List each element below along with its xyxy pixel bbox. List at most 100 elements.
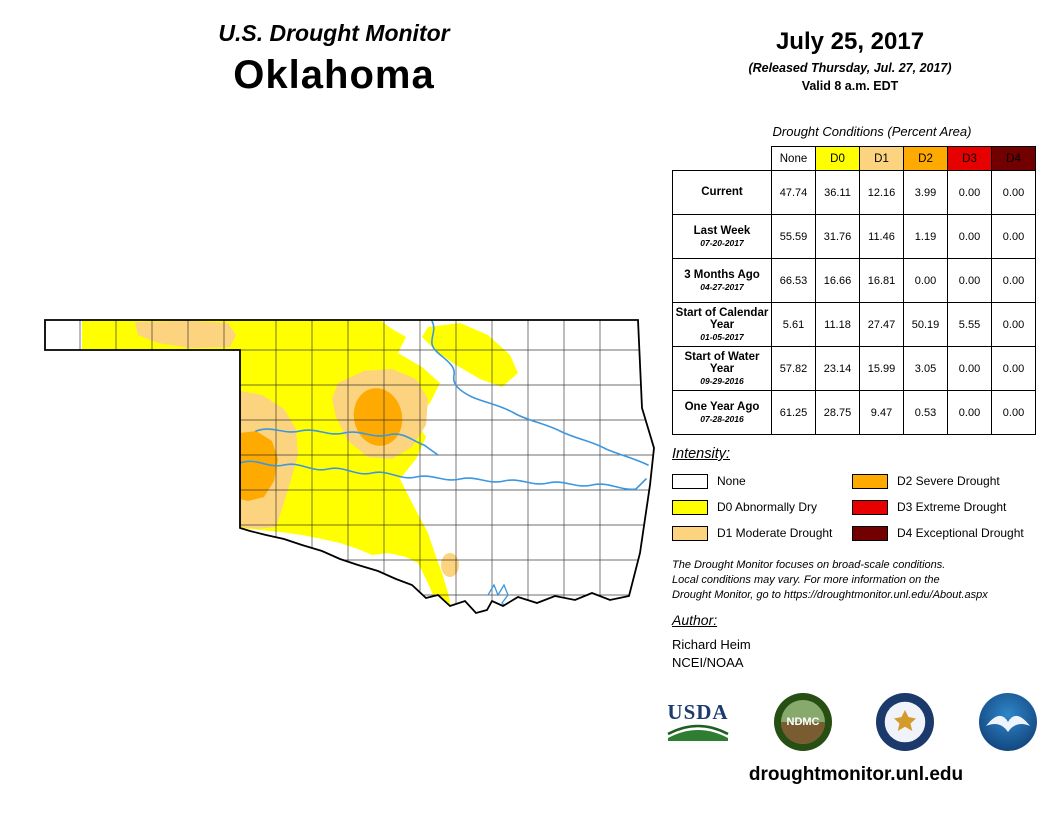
row-label: One Year Ago 07-28-2016 bbox=[672, 390, 772, 435]
table-title: Drought Conditions (Percent Area) bbox=[772, 124, 972, 139]
table-cell: 57.82 bbox=[771, 346, 816, 391]
table-row: One Year Ago 07-28-2016 61.25 28.75 9.47… bbox=[672, 390, 1036, 435]
ndmc-logo-text: NDMC bbox=[786, 716, 819, 728]
river-arkansas bbox=[431, 320, 649, 466]
d0-swatch bbox=[672, 499, 708, 515]
table-cell: 11.18 bbox=[815, 302, 860, 347]
usda-swoosh-icon bbox=[667, 724, 729, 741]
d1-south-spot bbox=[441, 553, 459, 577]
legend-item-d2: D2 Severe Drought bbox=[852, 468, 1024, 494]
d2-swatch bbox=[852, 473, 888, 489]
d1-panhandle-region bbox=[135, 321, 236, 348]
table-cell: 9.47 bbox=[859, 390, 904, 435]
none-swatch bbox=[672, 473, 708, 489]
table-row: Start of Calendar Year 01-05-2017 5.61 1… bbox=[672, 302, 1036, 347]
column-header-d4: D4 bbox=[991, 146, 1036, 171]
table-row: 3 Months Ago 04-27-2017 66.53 16.66 16.8… bbox=[672, 258, 1036, 303]
river-north-canadian bbox=[255, 428, 439, 456]
ndmc-seal-icon: NDMC bbox=[773, 693, 832, 751]
column-header-none: None bbox=[771, 146, 816, 171]
table-cell: 36.11 bbox=[815, 170, 860, 215]
disclaimer-text: The Drought Monitor focuses on broad-sca… bbox=[672, 559, 988, 601]
date-block: July 25, 2017 (Released Thursday, Jul. 2… bbox=[690, 28, 1010, 93]
legend-item-d3: D3 Extreme Drought bbox=[852, 494, 1024, 520]
legend: None D0 Abnormally Dry D1 Moderate Droug… bbox=[672, 468, 1038, 548]
table-cell: 0.00 bbox=[947, 170, 992, 215]
d2-central-region bbox=[353, 388, 403, 446]
author-org: NCEI/NOAA bbox=[672, 655, 744, 670]
noaa-seal-icon bbox=[978, 693, 1037, 751]
table-cell: 16.81 bbox=[859, 258, 904, 303]
table-cell: 31.76 bbox=[815, 214, 860, 259]
row-label: Start of Water Year 09-29-2016 bbox=[672, 346, 772, 391]
table-cell: 0.00 bbox=[991, 390, 1036, 435]
table-cell: 0.00 bbox=[991, 346, 1036, 391]
row-label: Start of Calendar Year 01-05-2017 bbox=[672, 302, 772, 347]
d2-west-region bbox=[240, 431, 278, 501]
table-cell: 0.00 bbox=[947, 258, 992, 303]
release-date: (Released Thursday, Jul. 27, 2017) bbox=[748, 61, 952, 75]
noaa-logo bbox=[978, 692, 1038, 752]
column-header-d1: D1 bbox=[859, 146, 904, 171]
table-cell: 3.05 bbox=[903, 346, 948, 391]
table-cell: 5.61 bbox=[771, 302, 816, 347]
table-cell: 66.53 bbox=[771, 258, 816, 303]
table-row: Current 47.74 36.11 12.16 3.99 0.00 0.00 bbox=[672, 170, 1036, 215]
table-cell: 47.74 bbox=[771, 170, 816, 215]
river-canadian bbox=[239, 460, 647, 491]
table-cell: 55.59 bbox=[771, 214, 816, 259]
commerce-seal-icon bbox=[876, 693, 935, 751]
table-cell: 0.00 bbox=[991, 214, 1036, 259]
d0-northeast-region bbox=[422, 323, 518, 387]
table-cell: 11.46 bbox=[859, 214, 904, 259]
oklahoma-drought-map bbox=[44, 319, 655, 615]
commerce-seal-logo bbox=[875, 692, 935, 752]
table-cell: 0.00 bbox=[991, 170, 1036, 215]
table-cell: 0.53 bbox=[903, 390, 948, 435]
table-cell: 50.19 bbox=[903, 302, 948, 347]
table-header-row: None D0 D1 D2 D3 D4 bbox=[672, 146, 1036, 171]
table-corner-cell bbox=[672, 146, 772, 171]
author-heading: Author: bbox=[672, 612, 718, 628]
column-header-d2: D2 bbox=[903, 146, 948, 171]
table-cell: 12.16 bbox=[859, 170, 904, 215]
table-cell: 1.19 bbox=[903, 214, 948, 259]
usda-logo: USDA bbox=[666, 702, 730, 742]
report-date: July 25, 2017 bbox=[775, 28, 925, 55]
row-label: Last Week 07-20-2017 bbox=[672, 214, 772, 259]
usda-logo-text: USDA bbox=[667, 700, 729, 724]
report-title-block: U.S. Drought Monitor Oklahoma bbox=[118, 20, 550, 98]
table-cell: 3.99 bbox=[903, 170, 948, 215]
ndmc-logo: NDMC bbox=[773, 692, 833, 752]
footer-url: droughtmonitor.unl.edu bbox=[748, 764, 964, 785]
table-cell: 0.00 bbox=[947, 346, 992, 391]
table-row: Last Week 07-20-2017 55.59 31.76 11.46 1… bbox=[672, 214, 1036, 259]
d3-swatch bbox=[852, 499, 888, 515]
valid-time: Valid 8 a.m. EDT bbox=[801, 79, 899, 93]
legend-item-d1: D1 Moderate Drought bbox=[672, 520, 832, 546]
legend-item-d4: D4 Exceptional Drought bbox=[852, 520, 1024, 546]
column-header-d3: D3 bbox=[947, 146, 992, 171]
table-cell: 16.66 bbox=[815, 258, 860, 303]
table-cell: 0.00 bbox=[991, 302, 1036, 347]
drought-conditions-table: None D0 D1 D2 D3 D4 Current 47.74 36.11 … bbox=[672, 146, 1036, 435]
table-cell: 5.55 bbox=[947, 302, 992, 347]
legend-item-none: None bbox=[672, 468, 832, 494]
logo-row: USDA NDMC bbox=[666, 692, 1038, 752]
legend-title: Intensity: bbox=[672, 446, 731, 462]
table-cell: 27.47 bbox=[859, 302, 904, 347]
report-title: U.S. Drought Monitor bbox=[218, 20, 450, 46]
table-cell: 0.00 bbox=[947, 390, 992, 435]
table-cell: 0.00 bbox=[903, 258, 948, 303]
legend-item-d0: D0 Abnormally Dry bbox=[672, 494, 832, 520]
table-cell: 0.00 bbox=[947, 214, 992, 259]
row-label: 3 Months Ago 04-27-2017 bbox=[672, 258, 772, 303]
d4-swatch bbox=[852, 525, 888, 541]
state-name: Oklahoma bbox=[233, 53, 435, 97]
table-cell: 61.25 bbox=[771, 390, 816, 435]
author-name: Richard Heim bbox=[672, 637, 751, 652]
table-cell: 28.75 bbox=[815, 390, 860, 435]
row-label: Current bbox=[672, 170, 772, 215]
column-header-d0: D0 bbox=[815, 146, 860, 171]
map-container bbox=[40, 312, 660, 624]
